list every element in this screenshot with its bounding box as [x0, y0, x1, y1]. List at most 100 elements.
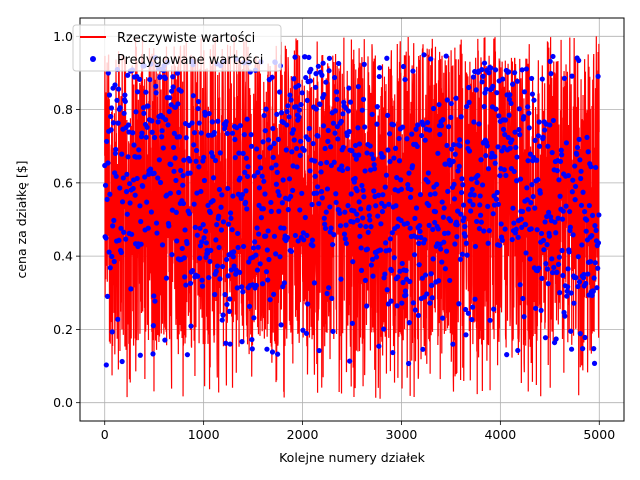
predicted-point [540, 237, 547, 243]
predicted-point [373, 203, 379, 209]
predicted-point [530, 193, 536, 200]
predicted-point [231, 249, 237, 255]
predicted-point [367, 217, 373, 223]
predicted-point [569, 189, 575, 195]
predicted-point [170, 144, 177, 151]
predicted-point [279, 200, 285, 206]
predicted-point [481, 60, 488, 66]
predicted-point [422, 237, 428, 243]
predicted-point [229, 227, 235, 233]
predicted-point [168, 88, 175, 94]
predicted-point [200, 221, 206, 228]
predicted-point [555, 261, 562, 267]
predicted-point [380, 154, 386, 160]
predicted-point [471, 119, 477, 125]
predicted-point [381, 203, 388, 209]
predicted-point [355, 84, 361, 90]
predicted-point [345, 203, 351, 209]
predicted-point [239, 192, 246, 198]
predicted-point [515, 347, 521, 354]
predicted-point [165, 122, 171, 128]
predicted-point [187, 158, 193, 164]
predicted-point [193, 147, 200, 154]
predicted-point [276, 208, 282, 214]
predicted-point [210, 153, 216, 160]
predicted-point [507, 92, 513, 98]
predicted-point [547, 58, 553, 64]
predicted-point [562, 313, 568, 319]
predicted-point [587, 258, 594, 265]
predicted-point [255, 244, 261, 250]
predicted-point [357, 233, 363, 239]
predicted-point [270, 154, 276, 160]
predicted-point [451, 196, 458, 202]
predicted-point [174, 238, 180, 244]
predicted-point [115, 120, 121, 126]
predicted-point [366, 213, 373, 219]
predicted-point [271, 291, 277, 297]
predicted-point [343, 222, 349, 228]
predicted-point [191, 142, 197, 148]
predicted-point [225, 185, 231, 192]
predicted-point [499, 237, 505, 243]
predicted-point [427, 300, 433, 306]
predicted-point [529, 91, 536, 97]
predicted-point [529, 75, 535, 82]
predicted-point [407, 278, 413, 285]
predicted-point [160, 145, 166, 151]
predicted-point [194, 190, 200, 196]
predicted-point [491, 306, 497, 312]
predicted-point [376, 73, 382, 80]
predicted-point [313, 106, 319, 112]
predicted-point [216, 244, 222, 251]
predicted-point [189, 268, 196, 274]
predicted-point [293, 104, 299, 110]
predicted-point [390, 122, 397, 128]
predicted-point [584, 134, 590, 140]
predicted-point [428, 271, 434, 277]
predicted-point [163, 117, 169, 123]
predicted-point [173, 177, 179, 184]
predicted-point [195, 105, 201, 112]
predicted-point [474, 218, 480, 225]
predicted-point [558, 147, 564, 153]
predicted-point [360, 96, 367, 102]
predicted-point [384, 55, 390, 61]
predicted-point [133, 109, 139, 115]
predicted-point [387, 236, 393, 242]
predicted-point [420, 346, 426, 352]
predicted-point [264, 247, 270, 253]
predicted-point [517, 282, 523, 288]
predicted-point [119, 151, 125, 157]
predicted-point [535, 177, 541, 183]
predicted-point [371, 162, 377, 168]
predicted-point [357, 223, 363, 229]
predicted-point [519, 224, 525, 230]
predicted-point [153, 83, 159, 89]
predicted-point [588, 164, 594, 170]
predicted-point [325, 127, 331, 134]
predicted-point [584, 217, 590, 223]
predicted-point [591, 346, 597, 352]
predicted-point [137, 203, 143, 209]
predicted-point [559, 247, 565, 254]
predicted-point [249, 346, 255, 352]
predicted-point [410, 68, 416, 74]
predicted-point [331, 232, 337, 238]
predicted-point [426, 127, 433, 133]
predicted-point [443, 248, 450, 254]
predicted-point [400, 63, 407, 70]
predicted-point [175, 101, 181, 107]
predicted-point [356, 152, 362, 158]
legend-entry-actual: Rzeczywiste wartości [117, 31, 255, 46]
predicted-point [189, 120, 195, 126]
predicted-point [352, 175, 358, 182]
predicted-point [513, 178, 520, 184]
predicted-point [387, 158, 393, 165]
predicted-point [337, 223, 344, 229]
predicted-point [475, 172, 481, 179]
predicted-point [512, 70, 518, 76]
predicted-point [434, 181, 440, 187]
predicted-point [580, 189, 586, 195]
predicted-point [231, 263, 237, 269]
